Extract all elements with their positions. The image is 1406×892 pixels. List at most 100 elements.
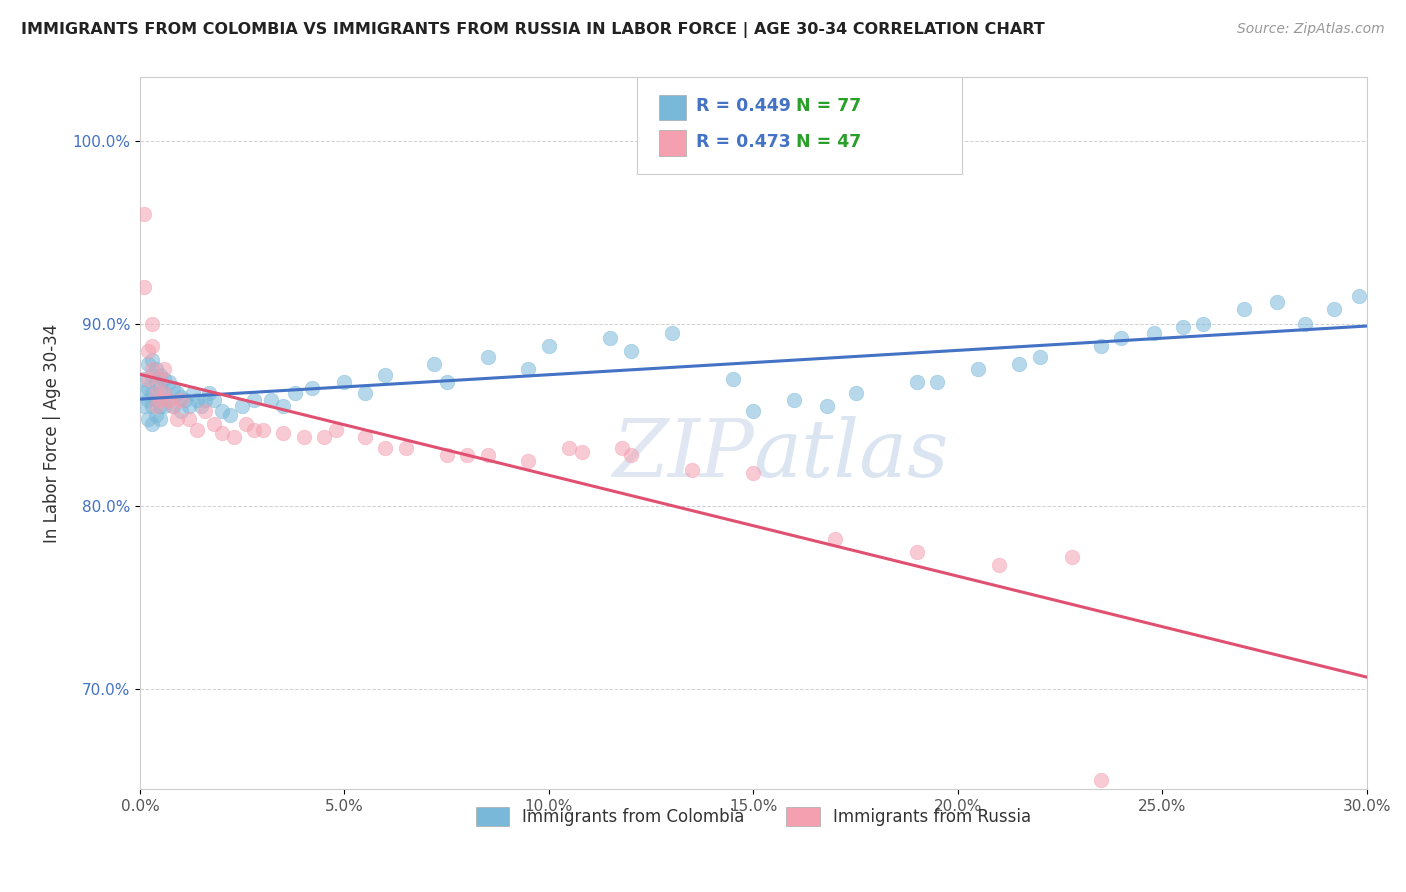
Point: [374, 441, 396, 455]
Point: [194, 393, 217, 408]
Point: [721, 371, 744, 385]
Point: [1090, 339, 1112, 353]
Point: [149, 411, 172, 425]
Point: [284, 386, 307, 401]
Point: [681, 463, 703, 477]
Point: [231, 399, 253, 413]
Point: [783, 393, 806, 408]
Point: [141, 368, 163, 382]
Point: [477, 350, 499, 364]
Point: [136, 371, 159, 385]
Y-axis label: In Labor Force | Age 30-34: In Labor Force | Age 30-34: [44, 324, 60, 543]
Point: [271, 399, 294, 413]
Point: [987, 558, 1010, 572]
Point: [136, 393, 159, 408]
Point: [136, 357, 159, 371]
Point: [374, 368, 396, 382]
Point: [243, 423, 266, 437]
Point: [1090, 773, 1112, 788]
Point: [1323, 302, 1346, 317]
Point: [202, 417, 225, 432]
Point: [153, 371, 176, 385]
Point: [149, 399, 172, 413]
Point: [1008, 357, 1031, 371]
Point: [145, 386, 167, 401]
Point: [436, 376, 458, 390]
Point: [905, 545, 928, 559]
Point: [325, 423, 347, 437]
Text: R = 0.449: R = 0.449: [696, 97, 790, 115]
Point: [190, 399, 212, 413]
Point: [136, 381, 159, 395]
Bar: [659, 130, 686, 156]
Point: [153, 386, 176, 401]
Point: [132, 371, 155, 385]
Point: [1171, 320, 1194, 334]
Point: [132, 386, 155, 401]
Point: [141, 353, 163, 368]
Text: N = 77: N = 77: [796, 97, 862, 115]
Text: IMMIGRANTS FROM COLOMBIA VS IMMIGRANTS FROM RUSSIA IN LABOR FORCE | AGE 30-34 CO: IMMIGRANTS FROM COLOMBIA VS IMMIGRANTS F…: [21, 22, 1045, 38]
Point: [620, 344, 643, 359]
Point: [354, 430, 377, 444]
Bar: [659, 95, 686, 120]
Point: [136, 344, 159, 359]
Point: [967, 362, 990, 376]
Point: [141, 339, 163, 353]
Point: [815, 399, 838, 413]
Point: [157, 393, 180, 408]
Point: [141, 362, 163, 376]
Point: [222, 430, 245, 444]
Text: N = 47: N = 47: [796, 133, 862, 151]
Point: [1143, 326, 1166, 340]
Point: [252, 423, 274, 437]
Point: [202, 393, 225, 408]
Point: [612, 441, 634, 455]
Point: [141, 317, 163, 331]
Point: [132, 280, 155, 294]
Point: [170, 393, 193, 408]
Point: [145, 376, 167, 390]
Point: [141, 399, 163, 413]
Point: [824, 532, 846, 546]
Point: [157, 376, 180, 390]
Point: [599, 331, 621, 345]
Point: [211, 426, 233, 441]
Point: [153, 386, 176, 401]
Point: [177, 411, 200, 425]
Point: [181, 386, 204, 401]
FancyBboxPatch shape: [637, 78, 962, 174]
Point: [742, 467, 765, 481]
Point: [174, 393, 197, 408]
Point: [333, 376, 356, 390]
Point: [186, 393, 208, 408]
Point: [145, 399, 167, 413]
Point: [194, 404, 217, 418]
Point: [235, 417, 257, 432]
Point: [136, 411, 159, 425]
Point: [1062, 550, 1084, 565]
Point: [145, 393, 167, 408]
Point: [1265, 294, 1288, 309]
Point: [312, 430, 335, 444]
Point: [1192, 317, 1215, 331]
Point: [517, 453, 540, 467]
Text: ZIP: ZIP: [612, 416, 754, 493]
Point: [301, 381, 323, 395]
Legend: Immigrants from Colombia, Immigrants from Russia: Immigrants from Colombia, Immigrants fro…: [467, 798, 1039, 834]
Point: [162, 381, 184, 395]
Point: [292, 430, 315, 444]
Point: [219, 408, 242, 422]
Point: [149, 368, 172, 382]
Point: [477, 448, 499, 462]
Point: [198, 386, 221, 401]
Point: [1028, 350, 1050, 364]
Point: [558, 441, 581, 455]
Point: [177, 399, 200, 413]
Point: [141, 417, 163, 432]
Point: [149, 381, 172, 395]
Point: [141, 386, 163, 401]
Point: [170, 404, 193, 418]
Point: [423, 357, 446, 371]
Point: [537, 339, 560, 353]
